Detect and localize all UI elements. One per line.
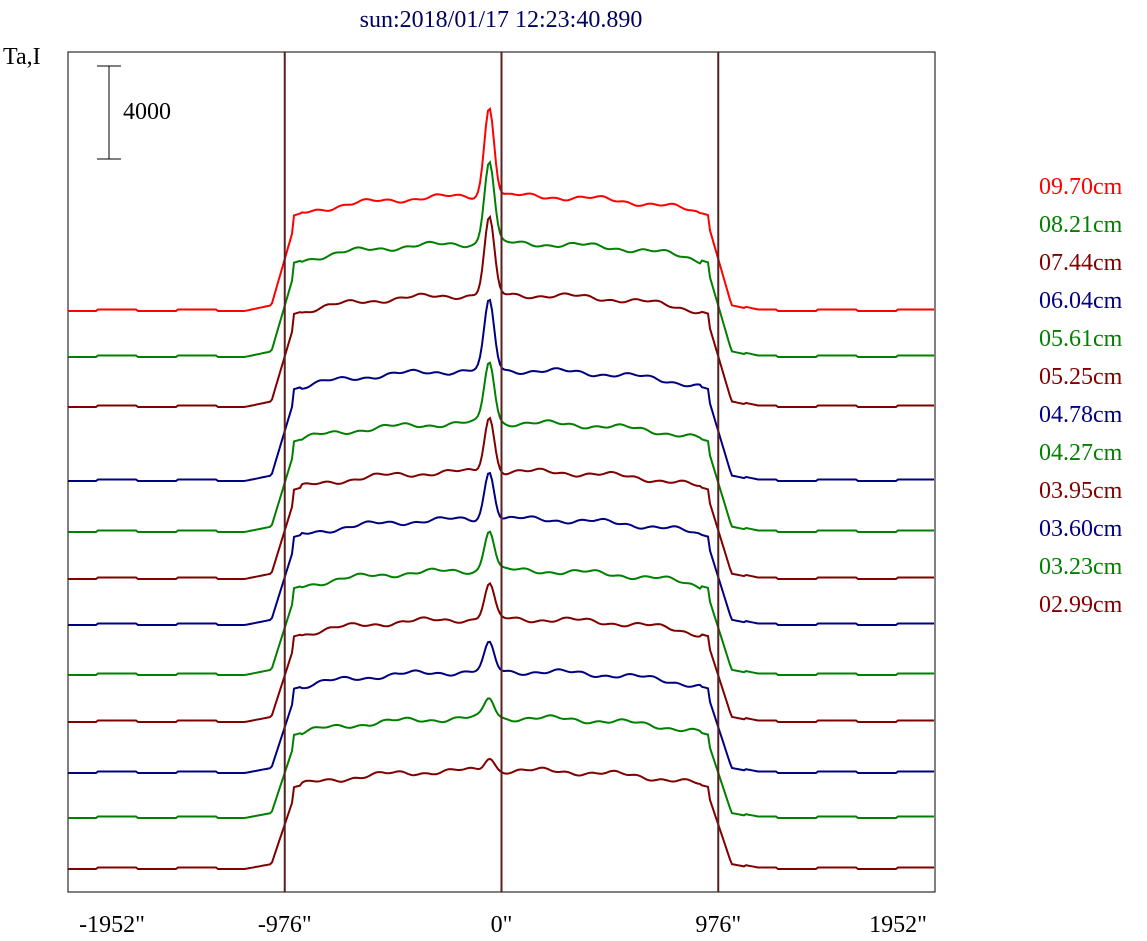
y-axis-label: Ta,I (3, 44, 41, 70)
legend: 09.70cm 08.21cm 07.44cm 06.04cm 05.61cm 05.25… (1039, 174, 1123, 618)
legend-entry: 03.23cm (1039, 554, 1123, 580)
reference-lines-group (283, 52, 720, 892)
legend-entry: 03.95cm (1039, 478, 1123, 504)
x-tick-label: -1952" (79, 912, 145, 938)
chart-title: sun:2018/01/17 12:23:40.890 (360, 7, 643, 33)
legend-entry: 04.27cm (1039, 440, 1123, 466)
x-tick-label: 0" (491, 912, 513, 938)
legend-entry: 02.99cm (1039, 592, 1123, 618)
legend-entry: 04.78cm (1039, 402, 1123, 428)
legend-entry: 05.61cm (1039, 326, 1123, 352)
legend-entry: 06.04cm (1039, 288, 1123, 314)
scale-bar: 4000 (97, 65, 171, 160)
x-tick-label: 976" (695, 912, 741, 938)
legend-entry: 05.25cm (1039, 364, 1123, 390)
x-tick-label: -976" (258, 912, 312, 938)
legend-entry: 07.44cm (1039, 250, 1123, 276)
legend-entry: 09.70cm (1039, 174, 1123, 200)
x-tick-label: 1952" (869, 912, 927, 938)
legend-entry: 03.60cm (1039, 516, 1123, 542)
x-tick-labels-group: -1952" -976" 0" 976" 1952" (79, 912, 927, 938)
legend-entry: 08.21cm (1039, 212, 1123, 238)
scale-bar-label: 4000 (123, 99, 171, 125)
